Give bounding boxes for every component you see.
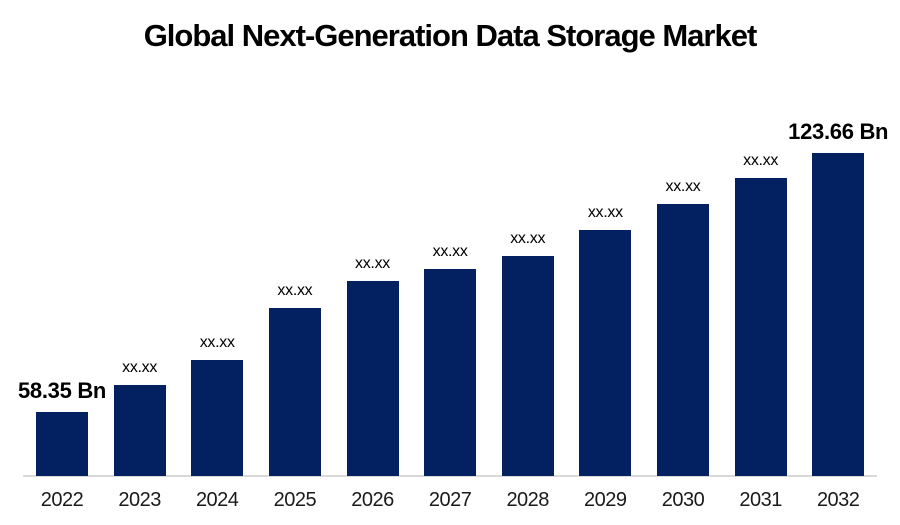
bar-2030 xyxy=(657,204,709,476)
bar-value-label-2032: 123.66 Bn xyxy=(788,119,889,144)
bar-2022 xyxy=(36,412,88,476)
bar-2026 xyxy=(346,281,399,476)
bar-value-label-2024: xx.xx xyxy=(199,334,235,351)
bar-2031 xyxy=(734,178,787,476)
bar-value-label-2029: xx.xx xyxy=(587,204,623,221)
x-axis-label-2025: 2025 xyxy=(273,489,317,511)
x-axis-label-2032: 2032 xyxy=(816,489,860,511)
bar-2025 xyxy=(268,308,321,476)
bar-2024 xyxy=(191,360,244,476)
bar-value-label-2026: xx.xx xyxy=(355,255,390,272)
bar-value-label-2031: xx.xx xyxy=(743,152,779,169)
bar-value-label-2025: xx.xx xyxy=(277,282,313,299)
bar-2028 xyxy=(501,256,554,476)
bar-value-label-2027: xx.xx xyxy=(432,243,468,260)
bar-2027 xyxy=(424,269,477,476)
bar-2023 xyxy=(113,385,166,476)
x-axis-label-2026: 2026 xyxy=(351,489,394,511)
x-axis-label-2023: 2023 xyxy=(118,489,161,511)
bar-2029 xyxy=(579,230,632,476)
x-axis-line xyxy=(23,475,877,477)
x-axis-label-2027: 2027 xyxy=(428,489,472,511)
x-axis-label-2031: 2031 xyxy=(739,489,782,511)
bar-value-label-2030: xx.xx xyxy=(665,178,701,195)
x-axis-label-2030: 2030 xyxy=(661,489,705,511)
x-axis-label-2022: 2022 xyxy=(40,489,84,511)
x-axis-label-2029: 2029 xyxy=(584,489,627,511)
bar-2032 xyxy=(812,153,865,476)
chart-title: Global Next-Generation Data Storage Mark… xyxy=(143,18,758,53)
bar-value-label-2028: xx.xx xyxy=(510,230,546,247)
bar-value-label-2023: xx.xx xyxy=(122,359,158,376)
x-axis-label-2028: 2028 xyxy=(506,489,549,511)
bar-value-label-2022: 58.35 Bn xyxy=(17,378,107,403)
x-axis-label-2024: 2024 xyxy=(195,489,239,511)
